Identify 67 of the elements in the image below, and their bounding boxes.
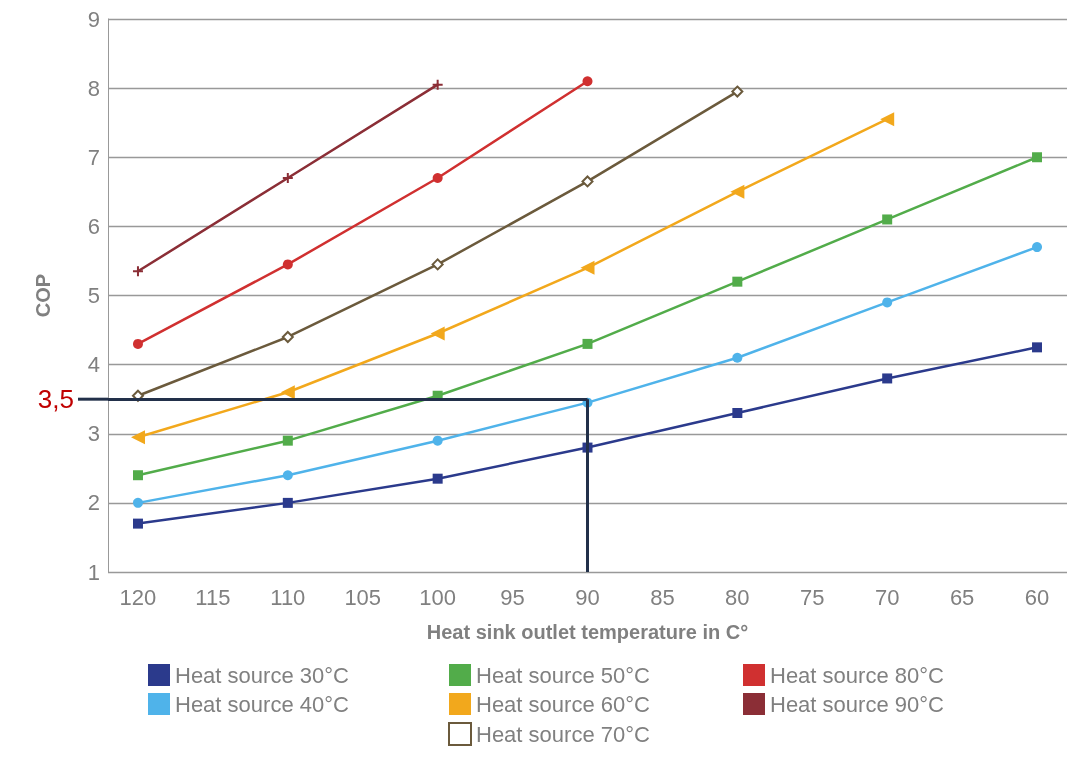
y-tick-label: 2 bbox=[87, 490, 100, 516]
x-tick-label: 95 bbox=[500, 584, 525, 610]
point bbox=[732, 408, 743, 419]
point bbox=[732, 276, 743, 287]
point bbox=[430, 326, 445, 341]
y-tick-label: 3 bbox=[87, 421, 100, 447]
x-tick-label: 60 bbox=[1024, 584, 1050, 610]
x-tick-label: 65 bbox=[949, 584, 975, 610]
point bbox=[132, 497, 143, 508]
point bbox=[1032, 342, 1043, 353]
legend-label: Heat source 70°C bbox=[476, 721, 650, 747]
point bbox=[132, 338, 143, 349]
point bbox=[432, 473, 443, 484]
y-tick-label: 9 bbox=[87, 6, 100, 32]
point bbox=[730, 184, 745, 199]
legend-label: Heat source 40°C bbox=[175, 691, 349, 717]
legend-label: Heat source 30°C bbox=[175, 662, 349, 688]
legend-label: Heat source 80°C bbox=[770, 662, 944, 688]
point bbox=[282, 435, 293, 446]
point bbox=[582, 76, 593, 87]
point bbox=[582, 338, 593, 349]
x-tick-label: 90 bbox=[575, 584, 600, 610]
point bbox=[581, 175, 594, 188]
point bbox=[432, 435, 443, 446]
x-tick-label: 85 bbox=[650, 584, 675, 610]
x-tick-label: 115 bbox=[195, 584, 231, 610]
point bbox=[281, 330, 294, 343]
point bbox=[732, 352, 743, 363]
point bbox=[431, 258, 444, 271]
x-tick-label: 100 bbox=[419, 584, 457, 610]
legend-label: Heat source 60°C bbox=[476, 691, 650, 717]
point bbox=[731, 85, 744, 98]
point bbox=[282, 259, 293, 270]
y-tick-label: 4 bbox=[87, 352, 100, 378]
y-tick-label: 5 bbox=[87, 283, 100, 308]
point bbox=[580, 260, 595, 275]
x-axis-title: Heat sink outlet temperature in C° bbox=[426, 621, 749, 643]
point bbox=[130, 430, 145, 445]
x-tick-label: 110 bbox=[270, 584, 306, 610]
legend-label: Heat source 90°C bbox=[770, 691, 944, 717]
y-axis-title: COP bbox=[32, 273, 54, 318]
legend-label: Heat source 50°C bbox=[476, 662, 650, 688]
y-tick-label: 6 bbox=[87, 213, 100, 239]
ref-line-label: 3,5 bbox=[37, 384, 74, 415]
point bbox=[132, 470, 143, 481]
point bbox=[882, 373, 893, 384]
point bbox=[132, 518, 143, 529]
point bbox=[880, 112, 895, 127]
x-tick-label: 80 bbox=[725, 584, 750, 610]
y-tick-label: 8 bbox=[87, 75, 100, 101]
point bbox=[1032, 242, 1043, 253]
point bbox=[280, 385, 295, 400]
point bbox=[282, 172, 293, 183]
point bbox=[432, 79, 443, 90]
x-tick-label: 105 bbox=[344, 584, 382, 610]
point bbox=[282, 497, 293, 508]
point bbox=[432, 172, 443, 183]
y-tick-label: 7 bbox=[87, 144, 100, 170]
y-tick-label: 1 bbox=[87, 559, 100, 585]
point bbox=[882, 214, 893, 225]
point bbox=[132, 266, 143, 277]
point bbox=[282, 470, 293, 481]
x-tick-label: 75 bbox=[800, 584, 825, 610]
x-tick-label: 120 bbox=[119, 584, 157, 610]
point bbox=[1032, 152, 1043, 163]
point bbox=[882, 297, 893, 308]
x-tick-label: 70 bbox=[874, 584, 900, 610]
